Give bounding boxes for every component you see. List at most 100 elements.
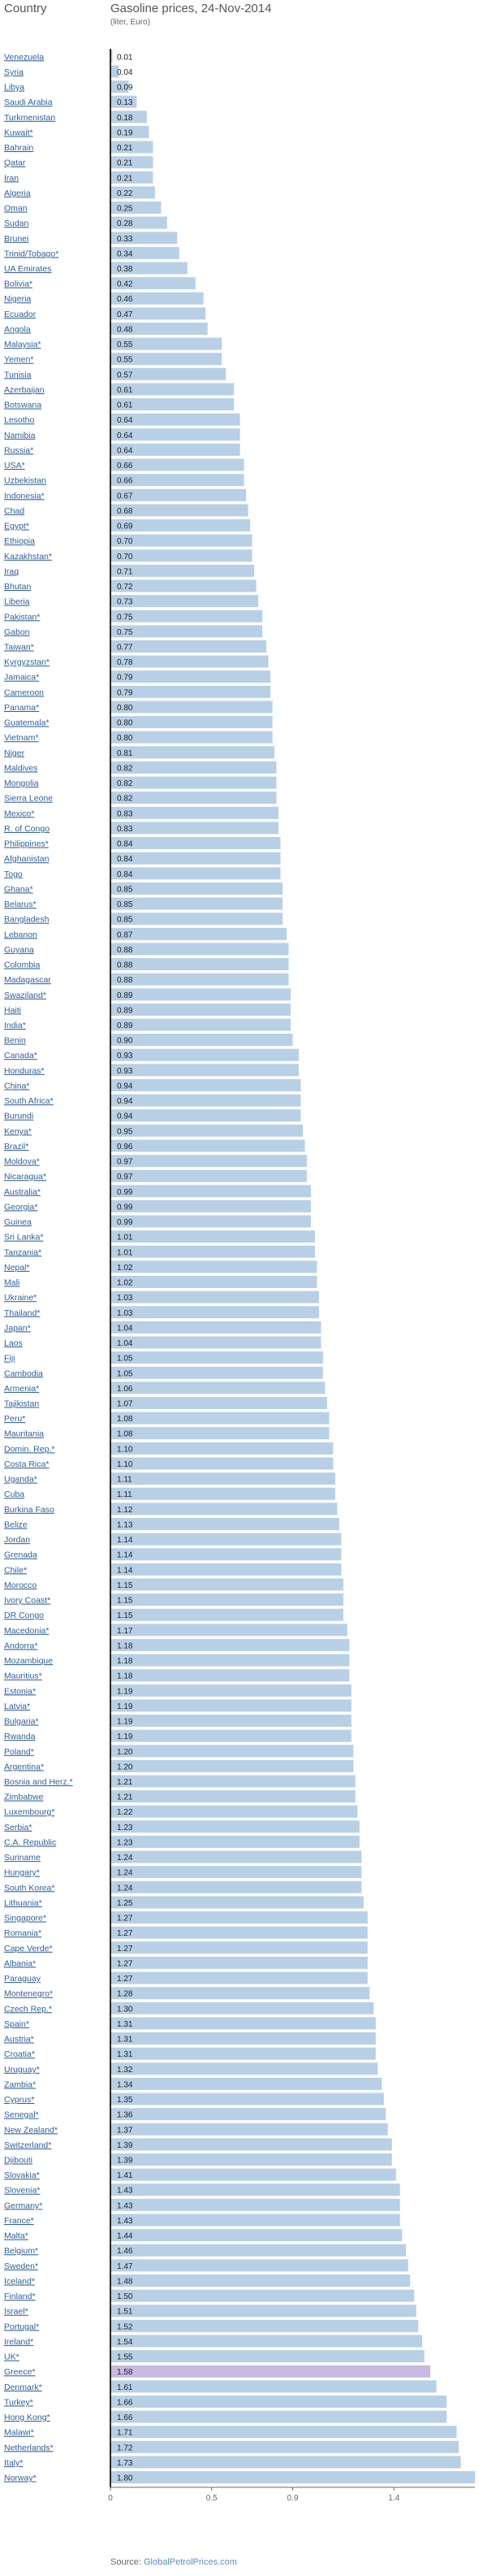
bar[interactable] bbox=[110, 2032, 376, 2045]
bar[interactable] bbox=[110, 1956, 368, 1969]
country-label[interactable]: Malawi* bbox=[4, 2428, 34, 2438]
bar[interactable] bbox=[110, 2244, 407, 2257]
bar[interactable] bbox=[110, 95, 137, 108]
bar[interactable] bbox=[110, 1155, 307, 1168]
bar[interactable] bbox=[110, 1397, 327, 1409]
bar[interactable] bbox=[110, 186, 155, 199]
country-label[interactable]: Guatemala* bbox=[4, 718, 49, 728]
country-label[interactable]: R. of Congo bbox=[4, 824, 50, 834]
bar[interactable] bbox=[110, 1775, 356, 1788]
country-label[interactable]: Afghanistan bbox=[4, 854, 50, 864]
bar[interactable] bbox=[110, 1880, 362, 1893]
bar[interactable] bbox=[110, 564, 255, 577]
bar[interactable] bbox=[110, 1169, 307, 1182]
bar[interactable] bbox=[110, 2198, 400, 2211]
country-label[interactable]: Syria bbox=[4, 67, 24, 77]
bar[interactable] bbox=[110, 791, 277, 804]
bar[interactable] bbox=[110, 2153, 392, 2166]
bar[interactable] bbox=[110, 367, 227, 380]
country-label[interactable]: Malaysia* bbox=[4, 340, 41, 349]
country-label[interactable]: Costa Rica* bbox=[4, 1459, 49, 1469]
country-label[interactable]: Angola bbox=[4, 325, 31, 335]
bar[interactable] bbox=[110, 519, 251, 531]
country-label[interactable]: Qatar bbox=[4, 158, 26, 168]
country-label[interactable]: Cambodia bbox=[4, 1368, 43, 1378]
country-label[interactable]: Poland* bbox=[4, 1747, 34, 1757]
bar[interactable] bbox=[110, 428, 240, 441]
bar[interactable] bbox=[110, 1911, 368, 1924]
bar[interactable] bbox=[110, 202, 162, 214]
bar[interactable] bbox=[110, 2047, 376, 2060]
bar[interactable] bbox=[110, 1442, 334, 1455]
bar[interactable] bbox=[110, 232, 178, 245]
bar[interactable] bbox=[110, 292, 204, 305]
country-label[interactable]: Mongolia bbox=[4, 778, 39, 788]
bar[interactable] bbox=[110, 2184, 400, 2197]
bar[interactable] bbox=[110, 1124, 303, 1137]
bar[interactable] bbox=[110, 1034, 293, 1047]
bar[interactable] bbox=[110, 549, 252, 562]
country-label[interactable]: Nepal* bbox=[4, 1263, 30, 1273]
bar[interactable] bbox=[110, 246, 179, 259]
bar[interactable] bbox=[110, 1654, 350, 1667]
country-label[interactable]: Bhutan bbox=[4, 582, 31, 592]
bar[interactable] bbox=[110, 2123, 388, 2136]
country-label[interactable]: Sierra Leone bbox=[4, 794, 53, 804]
country-label[interactable]: Iraq bbox=[4, 566, 19, 576]
bar[interactable] bbox=[110, 1366, 323, 1379]
country-label[interactable]: South Africa* bbox=[4, 1096, 54, 1106]
country-label[interactable]: Kyrgyzstan* bbox=[4, 657, 50, 667]
bar[interactable] bbox=[110, 65, 119, 78]
country-label[interactable]: Japan* bbox=[4, 1323, 31, 1333]
country-label[interactable]: Turkey* bbox=[4, 2397, 33, 2407]
bar[interactable] bbox=[110, 534, 252, 547]
country-label[interactable]: Nigeria bbox=[4, 294, 31, 304]
country-label[interactable]: Armenia* bbox=[4, 1384, 39, 1394]
bar[interactable] bbox=[110, 1215, 311, 1228]
country-label[interactable]: Hong Kong* bbox=[4, 2413, 50, 2422]
country-label[interactable]: Latvia* bbox=[4, 1702, 30, 1711]
country-label[interactable]: Mexico* bbox=[4, 809, 34, 818]
country-label[interactable]: Kuwait* bbox=[4, 128, 33, 137]
country-label[interactable]: Senegal* bbox=[4, 2110, 39, 2120]
country-label[interactable]: Guyana bbox=[4, 945, 34, 955]
country-label[interactable]: Swaziland* bbox=[4, 991, 46, 1000]
bar[interactable] bbox=[110, 125, 149, 138]
country-label[interactable]: Pakistan* bbox=[4, 612, 40, 622]
bar[interactable] bbox=[110, 1487, 335, 1500]
bar[interactable] bbox=[110, 746, 275, 759]
bar[interactable] bbox=[110, 1230, 315, 1243]
bar[interactable] bbox=[110, 1503, 338, 1516]
bar[interactable] bbox=[110, 1790, 356, 1803]
country-label[interactable]: Sri Lanka* bbox=[4, 1233, 43, 1242]
country-label[interactable]: Estonia* bbox=[4, 1686, 36, 1696]
bar[interactable] bbox=[110, 2380, 437, 2393]
bar[interactable] bbox=[110, 2275, 411, 2287]
country-label[interactable]: Chile* bbox=[4, 1565, 27, 1575]
bar[interactable] bbox=[110, 1820, 360, 1833]
country-label[interactable]: Trinid/Tobago* bbox=[4, 249, 58, 258]
bar[interactable] bbox=[110, 1971, 368, 1984]
country-label[interactable]: Singapore* bbox=[4, 1914, 46, 1923]
bar[interactable] bbox=[110, 323, 208, 335]
bar[interactable] bbox=[110, 1199, 311, 1212]
country-label[interactable]: Uganda* bbox=[4, 1475, 37, 1485]
country-label[interactable]: UK* bbox=[4, 2353, 19, 2362]
country-label[interactable]: Zimbabwe bbox=[4, 1793, 44, 1802]
country-label[interactable]: Belarus* bbox=[4, 900, 37, 909]
source-link[interactable]: GlobalPetrolPrices.com bbox=[143, 2557, 237, 2567]
bar[interactable] bbox=[110, 685, 271, 698]
country-label[interactable]: Laos bbox=[4, 1338, 23, 1348]
country-label[interactable]: Oman bbox=[4, 204, 28, 214]
bar[interactable] bbox=[110, 2138, 392, 2151]
country-label[interactable]: Jamaica* bbox=[4, 673, 39, 683]
country-label[interactable]: Uruguay* bbox=[4, 2065, 40, 2075]
bar[interactable] bbox=[110, 988, 291, 1001]
bar[interactable] bbox=[110, 1427, 330, 1440]
bar[interactable] bbox=[110, 1003, 291, 1016]
country-label[interactable]: Nicaragua* bbox=[4, 1172, 46, 1182]
bar[interactable] bbox=[110, 111, 147, 124]
country-label[interactable]: Lebanon bbox=[4, 930, 37, 939]
bar[interactable] bbox=[110, 383, 235, 396]
bar[interactable] bbox=[110, 2214, 400, 2227]
